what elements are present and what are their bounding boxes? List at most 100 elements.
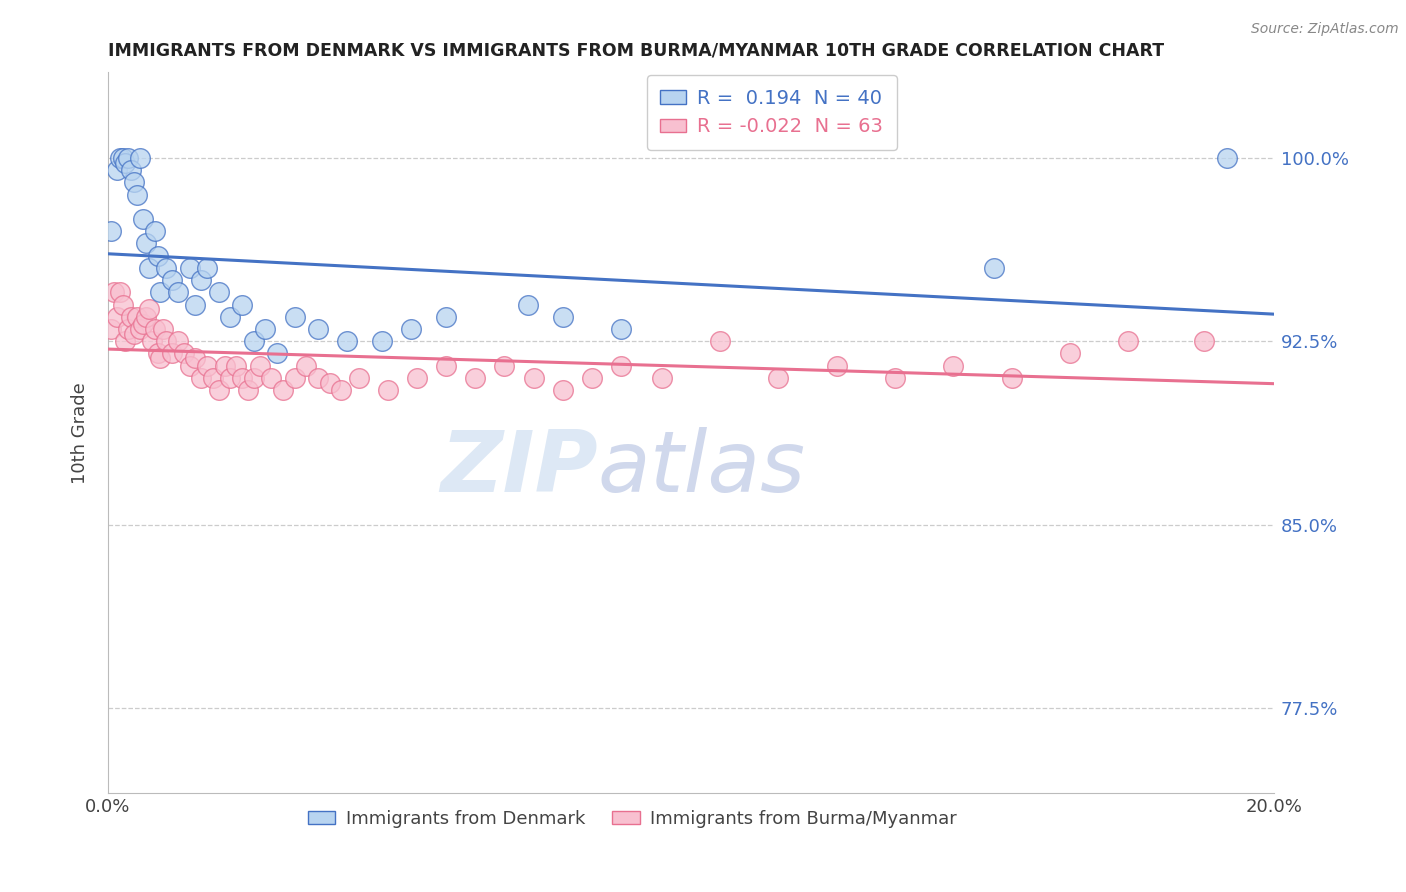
Point <box>122 175 145 189</box>
Point <box>141 334 163 349</box>
Point <box>651 371 673 385</box>
Point <box>434 310 457 324</box>
Point <box>100 322 122 336</box>
Point <box>149 285 172 300</box>
Point <box>120 310 142 324</box>
Point <box>114 156 136 170</box>
Point <box>271 383 294 397</box>
Point <box>155 334 177 349</box>
Point <box>610 322 633 336</box>
Point <box>254 322 277 336</box>
Point <box>1192 334 1215 349</box>
Point <box>167 285 190 300</box>
Point <box>377 383 399 397</box>
Point <box>208 383 231 397</box>
Point <box>242 334 264 349</box>
Point <box>208 285 231 300</box>
Text: ZIP: ZIP <box>440 427 598 510</box>
Point <box>149 351 172 366</box>
Point <box>160 346 183 360</box>
Point <box>825 359 848 373</box>
Point <box>201 371 224 385</box>
Point <box>155 260 177 275</box>
Point <box>190 371 212 385</box>
Point <box>551 310 574 324</box>
Text: IMMIGRANTS FROM DENMARK VS IMMIGRANTS FROM BURMA/MYANMAR 10TH GRADE CORRELATION : IMMIGRANTS FROM DENMARK VS IMMIGRANTS FR… <box>108 42 1164 60</box>
Point <box>127 187 149 202</box>
Point <box>111 151 134 165</box>
Legend: Immigrants from Denmark, Immigrants from Burma/Myanmar: Immigrants from Denmark, Immigrants from… <box>301 802 965 835</box>
Point <box>105 163 128 178</box>
Point <box>295 359 318 373</box>
Point <box>122 326 145 341</box>
Point <box>610 359 633 373</box>
Point <box>117 151 139 165</box>
Point <box>103 285 125 300</box>
Point <box>179 260 201 275</box>
Point <box>709 334 731 349</box>
Point <box>231 297 253 311</box>
Text: Source: ZipAtlas.com: Source: ZipAtlas.com <box>1251 22 1399 37</box>
Point <box>236 383 259 397</box>
Point <box>884 371 907 385</box>
Point <box>1000 371 1022 385</box>
Point <box>318 376 340 390</box>
Point <box>516 297 538 311</box>
Point <box>146 346 169 360</box>
Point <box>195 359 218 373</box>
Point <box>190 273 212 287</box>
Point <box>143 322 166 336</box>
Text: atlas: atlas <box>598 427 806 510</box>
Point <box>195 260 218 275</box>
Point <box>283 310 305 324</box>
Point <box>108 151 131 165</box>
Point <box>225 359 247 373</box>
Point <box>242 371 264 385</box>
Point <box>152 322 174 336</box>
Point <box>249 359 271 373</box>
Point <box>494 359 516 373</box>
Point <box>942 359 965 373</box>
Point <box>138 260 160 275</box>
Point <box>120 163 142 178</box>
Point <box>132 212 155 227</box>
Point <box>371 334 394 349</box>
Point <box>307 322 329 336</box>
Point <box>219 371 242 385</box>
Point <box>406 371 429 385</box>
Point <box>347 371 370 385</box>
Point <box>399 322 422 336</box>
Point <box>307 371 329 385</box>
Point <box>167 334 190 349</box>
Point <box>551 383 574 397</box>
Point <box>138 302 160 317</box>
Point <box>522 371 544 385</box>
Point <box>464 371 486 385</box>
Point <box>1059 346 1081 360</box>
Point <box>114 334 136 349</box>
Point <box>179 359 201 373</box>
Point <box>214 359 236 373</box>
Point <box>132 317 155 331</box>
Point <box>184 351 207 366</box>
Point <box>184 297 207 311</box>
Point <box>581 371 603 385</box>
Point <box>283 371 305 385</box>
Point <box>336 334 359 349</box>
Y-axis label: 10th Grade: 10th Grade <box>72 382 89 483</box>
Point <box>146 249 169 263</box>
Point <box>129 151 152 165</box>
Point <box>983 260 1005 275</box>
Point <box>100 224 122 238</box>
Point <box>108 285 131 300</box>
Point <box>173 346 195 360</box>
Point <box>129 322 152 336</box>
Point <box>105 310 128 324</box>
Point <box>117 322 139 336</box>
Point <box>1216 151 1239 165</box>
Point <box>135 236 157 251</box>
Point <box>111 297 134 311</box>
Point <box>231 371 253 385</box>
Point <box>434 359 457 373</box>
Point <box>127 310 149 324</box>
